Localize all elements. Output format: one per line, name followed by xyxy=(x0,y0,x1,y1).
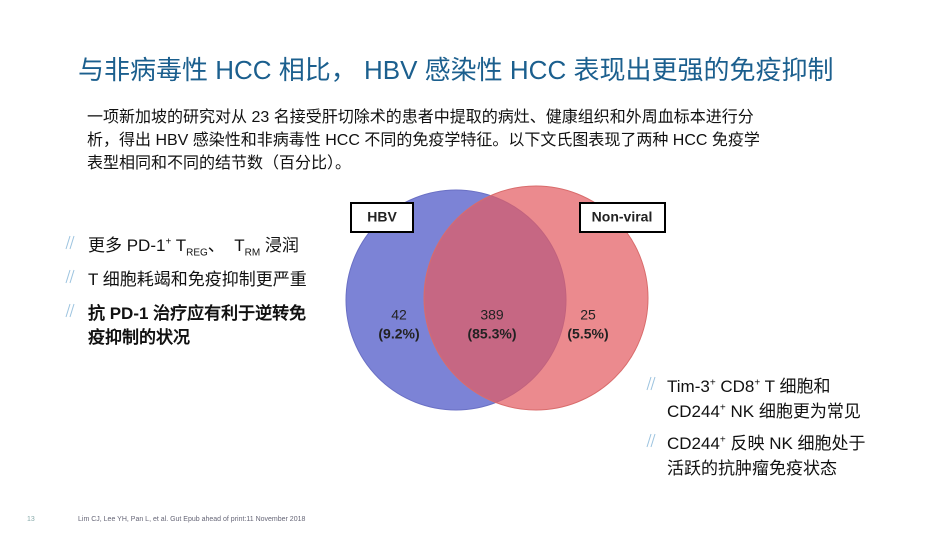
region-percent: (9.2%) xyxy=(378,326,419,342)
text-segment: 反映 NK 细胞处于 xyxy=(725,434,866,453)
text-segment: REG xyxy=(186,247,208,259)
text-segment: CD8 xyxy=(715,377,755,396)
text-segment: Tim-3 xyxy=(667,377,710,396)
region-percent: (5.5%) xyxy=(567,326,608,342)
text-segment: NK 细胞更为常见 xyxy=(725,402,861,421)
bullet-line: 疫抑制的状况 xyxy=(88,323,190,348)
bullet-mark xyxy=(65,303,71,318)
text-segment: 抗 PD-1 治疗应有利于逆转免 xyxy=(88,304,307,323)
bullet-mark xyxy=(65,235,71,250)
bullet-line: 更多 PD-1+ TREG、 TRM 浸润 xyxy=(88,231,299,258)
label-box xyxy=(350,202,414,233)
label-box xyxy=(579,202,666,233)
bullet-mark xyxy=(69,235,75,250)
intro-line: 析，得出 HBV 感染性和非病毒性 HCC 不同的免疫学特征。以下文氏图表现了两… xyxy=(87,132,760,149)
text-segment: T xyxy=(171,236,187,255)
bullet-mark xyxy=(650,376,656,391)
non-viral-circle xyxy=(423,185,649,411)
text-segment: + xyxy=(754,377,761,389)
region-count: 42 xyxy=(391,307,407,323)
bullet-line: Tim-3+ CD8+ T 细胞和 xyxy=(667,372,830,397)
text-segment: 更多 PD-1 xyxy=(88,236,166,255)
intro-line: 表型相同和不同的结节数（百分比）。 xyxy=(87,155,352,172)
bullet-mark xyxy=(69,303,75,318)
set-label: Non-viral xyxy=(592,209,653,225)
bullet-line: T 细胞耗竭和免疫抑制更严重 xyxy=(88,265,307,290)
text-segment: T 细胞耗竭和免疫抑制更严重 xyxy=(88,270,307,289)
text-segment: + xyxy=(165,236,172,248)
bullet-mark xyxy=(65,269,71,284)
text-segment: T 细胞和 xyxy=(760,377,831,396)
bullet-mark xyxy=(646,433,652,448)
text-segment: + xyxy=(719,434,726,446)
bullet-mark xyxy=(69,269,75,284)
bullet-line: CD244+ 反映 NK 细胞处于 xyxy=(667,429,866,454)
intro-line: 一项新加坡的研究对从 23 名接受肝切除术的患者中提取的病灶、健康组织和外周血标… xyxy=(87,109,754,126)
bullet-mark xyxy=(650,433,656,448)
region-count: 389 xyxy=(480,307,504,323)
slide-title: 与非病毒性 HCC 相比， HBV 感染性 HCC 表现出更强的免疫抑制 xyxy=(78,55,834,85)
text-segment: 活跃的抗肿瘤免疫状态 xyxy=(667,459,837,478)
text-segment: CD244 xyxy=(667,402,720,421)
bullet-line: CD244+ NK 细胞更为常见 xyxy=(667,397,861,422)
bullet-mark xyxy=(646,376,652,391)
text-segment: 浸润 xyxy=(260,236,299,255)
text-segment: 疫抑制的状况 xyxy=(88,328,190,347)
bullet-line: 活跃的抗肿瘤免疫状态 xyxy=(667,454,837,479)
region-count: 25 xyxy=(580,307,596,323)
page-number: 13 xyxy=(27,516,35,523)
text-segment: RM xyxy=(244,247,261,259)
bullet-line: 抗 PD-1 治疗应有利于逆转免 xyxy=(88,299,306,324)
text-segment: + xyxy=(719,402,726,414)
citation: Lim CJ, Lee YH, Pan L, et al. Gut Epub a… xyxy=(78,516,306,523)
set-label: HBV xyxy=(367,209,397,225)
text-segment: 、 T xyxy=(207,236,245,255)
text-segment: + xyxy=(709,377,716,389)
text-segment: CD244 xyxy=(667,434,720,453)
region-percent: (85.3%) xyxy=(467,326,516,342)
